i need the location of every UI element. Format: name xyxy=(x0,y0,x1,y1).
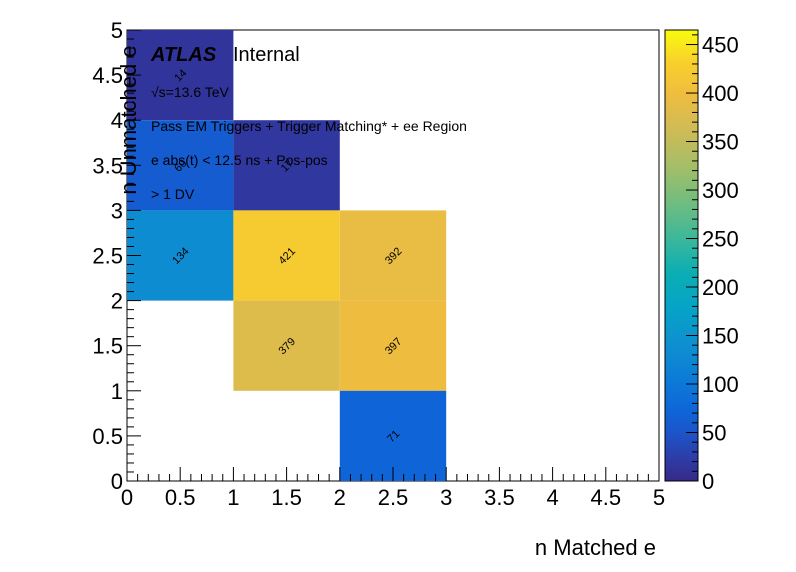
colorbar-tick-label: 250 xyxy=(702,227,739,252)
x-tick-label: 4.5 xyxy=(591,485,622,510)
y-tick-label: 4 xyxy=(111,108,123,133)
y-tick-label: 2.5 xyxy=(92,244,123,269)
colorbar-tick-label: 300 xyxy=(702,178,739,203)
x-axis-title: n Matched e xyxy=(535,535,656,560)
heatmap-cells xyxy=(127,30,447,481)
heatmap-cell xyxy=(127,120,234,211)
colorbar-tick-label: 150 xyxy=(702,324,739,349)
colorbar xyxy=(664,29,699,482)
selection-label-2: e abs(t) < 12.5 ns + Pos-pos xyxy=(151,152,328,168)
y-axis-title: n Unmatched e xyxy=(116,45,141,194)
heatmap-cell xyxy=(339,300,447,391)
selection-label-3: > 1 DV xyxy=(151,186,195,202)
x-tick-label: 2 xyxy=(334,485,346,510)
y-axis: 0 0.5 1 1.5 2 2.5 3 3.5 4 4.5 5 xyxy=(92,18,141,494)
atlas-status-label: Internal xyxy=(233,44,300,66)
selection-label-1: Pass EM Triggers + Trigger Matching* + e… xyxy=(151,118,467,134)
x-tick-label: 5 xyxy=(653,485,665,510)
heatmap-cell xyxy=(233,300,340,391)
colorbar-axis: 0 50 100 150 200 250 300 350 400 450 xyxy=(686,33,739,494)
x-axis: 0 0.5 1 1.5 2 2.5 3 3.5 4 4.5 5 xyxy=(121,467,665,510)
atlas-experiment-label: ATLAS xyxy=(150,44,217,66)
atlas-label: ATLAS Internal √s=13.6 TeV Pass EM Trigg… xyxy=(150,44,467,202)
y-tick-label: 0 xyxy=(111,469,123,494)
x-tick-label: 0.5 xyxy=(165,485,196,510)
y-tick-label: 4.5 xyxy=(92,63,123,88)
y-tick-label: 0.5 xyxy=(92,424,123,449)
x-tick-label: 1.5 xyxy=(271,485,302,510)
colorbar-tick-label: 50 xyxy=(702,421,726,446)
energy-label: √s=13.6 TeV xyxy=(151,84,230,100)
colorbar-tick-label: 450 xyxy=(702,33,739,58)
heatmap-cell xyxy=(339,390,447,481)
x-tick-label: 3.5 xyxy=(484,485,515,510)
x-tick-label: 2.5 xyxy=(378,485,409,510)
colorbar-tick-label: 0 xyxy=(702,469,714,494)
y-tick-label: 1 xyxy=(111,379,123,404)
x-tick-label: 3 xyxy=(440,485,452,510)
colorbar-tick-label: 100 xyxy=(702,372,739,397)
colorbar-tick-label: 350 xyxy=(702,130,739,155)
y-tick-label: 3.5 xyxy=(92,153,123,178)
y-tick-label: 1.5 xyxy=(92,334,123,359)
heatmap-cell xyxy=(127,210,234,301)
x-tick-label: 4 xyxy=(546,485,558,510)
y-tick-label: 5 xyxy=(111,18,123,43)
y-tick-label: 2 xyxy=(111,289,123,314)
heatmap-cell xyxy=(233,210,340,301)
heatmap-cell xyxy=(127,30,234,121)
x-tick-label: 1 xyxy=(227,485,239,510)
colorbar-tick-label: 200 xyxy=(702,275,739,300)
colorbar-tick-label: 400 xyxy=(702,81,739,106)
heatmap-cell xyxy=(233,120,340,211)
y-tick-label: 3 xyxy=(111,198,123,223)
heatmap-cell xyxy=(339,210,447,301)
x-tick-label: 0 xyxy=(121,485,133,510)
